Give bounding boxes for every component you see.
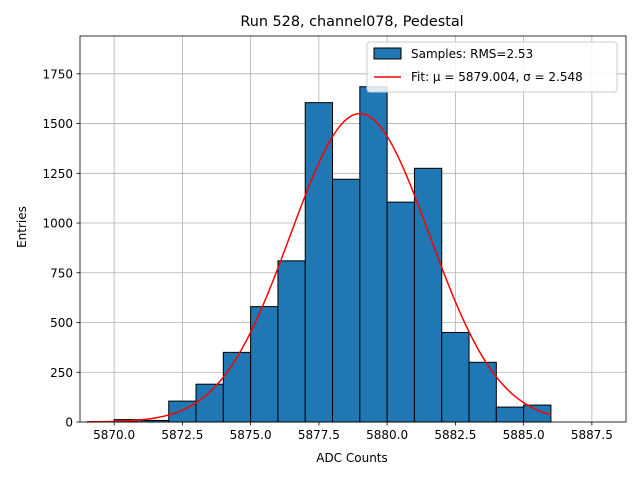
y-tick-label: 500 [50,316,73,330]
legend-fit-label: Fit: μ = 5879.004, σ = 2.548 [411,70,583,84]
chart-title: Run 528, channel078, Pedestal [240,14,463,30]
legend: Samples: RMS=2.53 Fit: μ = 5879.004, σ =… [366,41,618,93]
y-tick-label: 750 [50,266,73,280]
legend-box [366,41,618,93]
histogram-bar [468,361,497,423]
x-tick-label: 5885.0 [503,428,545,442]
histogram-bar [304,102,334,423]
histogram-bar [413,167,443,423]
x-tick-label: 5880.0 [366,428,408,442]
y-tick-label: 1500 [42,117,73,131]
histogram-bar [222,351,252,423]
histogram-bar [495,406,525,423]
histogram-bar [195,383,224,423]
histogram-bar [386,201,415,423]
y-tick-label: 1250 [42,167,73,181]
y-tick-label: 0 [65,416,73,430]
histogram-bar [332,178,361,423]
y-tick-label: 1750 [42,67,73,81]
histogram-bar [359,86,388,423]
plot-frame [79,35,627,423]
x-tick-label: 5882.5 [434,428,476,442]
histogram-bars [113,86,552,423]
legend-histogram-swatch [373,47,402,60]
x-axis-label: ADC Counts [316,451,388,465]
x-tick-label: 5875.0 [230,428,272,442]
histogram-bar [250,306,279,423]
histogram-bar [441,331,470,423]
y-tick-label: 250 [50,366,73,380]
x-tick-label: 5877.5 [298,428,340,442]
fit-curve [86,112,552,423]
x-tick-label: 5872.5 [161,428,203,442]
x-axis-ticks: 5870.0 5872.5 5875.0 5877.5 5880.0 5882.5 5885… [93,422,613,442]
y-axis-label: Entries [15,206,29,248]
y-axis-ticks: 0 250 500 750 1000 1250 1500 1750 [42,67,80,430]
legend-histogram-label: Samples: RMS=2.53 [411,47,533,61]
x-tick-label: 5870.0 [93,428,135,442]
y-tick-label: 1000 [42,217,73,231]
histogram-bar [168,400,197,423]
histogram-bar [277,260,306,423]
x-tick-label: 5887.5 [571,428,613,442]
